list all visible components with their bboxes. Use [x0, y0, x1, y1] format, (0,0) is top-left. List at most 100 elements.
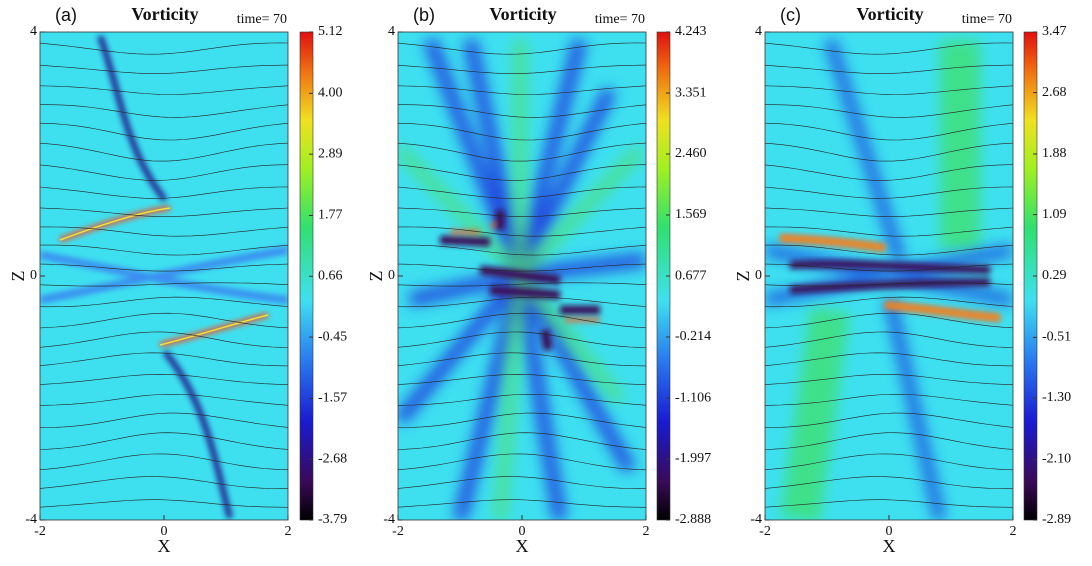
field — [40, 32, 288, 520]
colorbar-tick-label: -0.45 — [318, 329, 347, 344]
field-line — [765, 226, 1013, 237]
field-line — [40, 263, 288, 272]
x-axis-label: X — [516, 536, 529, 556]
field-line — [398, 352, 646, 367]
field-line — [765, 453, 1013, 471]
field-line — [398, 282, 646, 287]
chart-title: Vorticity — [489, 4, 556, 24]
y-tick-label: 0 — [388, 268, 395, 283]
colorbar-tick-label: -0.214 — [675, 329, 711, 344]
field-line — [398, 122, 646, 141]
field-line — [40, 394, 288, 406]
field-line — [40, 142, 288, 162]
field-line — [40, 296, 288, 308]
colorbar-tick-label: -1.57 — [318, 391, 347, 406]
field-line — [40, 312, 288, 329]
x-tick-label: -2 — [34, 524, 46, 539]
field-line — [765, 244, 1013, 256]
field-structure — [398, 37, 646, 520]
colorbar-tick-label: 5.12 — [318, 24, 343, 39]
x-tick-label: -2 — [759, 524, 771, 539]
field-structure — [59, 207, 171, 241]
time-label: time= 70 — [595, 12, 645, 27]
field-structure — [40, 246, 288, 304]
panel: -2 0 2 -4 0 4 X Z (a) Vorticity time= 70 5.12 4.00 2.… — [8, 4, 347, 556]
colorbar-tick-label: 2.89 — [318, 146, 343, 161]
field-line — [765, 312, 1013, 329]
field-structure — [789, 260, 991, 294]
field-line — [40, 186, 288, 199]
field-line — [765, 476, 1013, 489]
field-line — [765, 282, 1013, 287]
x-tick-label: 2 — [1010, 524, 1017, 539]
colorbar-tick-label: 4.00 — [318, 86, 343, 101]
colorbar-tick-label: 1.88 — [1042, 146, 1067, 161]
field-line — [765, 64, 1013, 74]
field-line — [765, 331, 1013, 348]
field-line — [398, 476, 646, 489]
y-tick-label: 4 — [30, 24, 37, 39]
colorbar-tick-label: 2.68 — [1042, 85, 1067, 100]
y-tick-label: 0 — [755, 268, 762, 283]
field-line — [398, 142, 646, 162]
colorbar-tick-label: 1.09 — [1042, 207, 1067, 222]
field-line — [398, 64, 646, 74]
colorbar-tick-label: 0.677 — [675, 268, 707, 283]
field-line — [765, 104, 1013, 118]
colorbar-tick-label: -2.10 — [1042, 452, 1071, 467]
x-tick-label: 0 — [161, 524, 168, 539]
field-line — [398, 226, 646, 237]
colorbar-tick-label: 0.66 — [318, 268, 343, 283]
colorbar-tick-label: -2.68 — [318, 451, 347, 466]
x-tick-label: 2 — [285, 524, 292, 539]
field-line — [398, 432, 646, 450]
field-line — [40, 85, 288, 95]
field-structure — [779, 237, 1001, 319]
field-line — [398, 244, 646, 256]
field-line — [40, 42, 288, 55]
field-structure — [97, 34, 168, 202]
time-label: time= 70 — [962, 12, 1012, 27]
x-axis-label: X — [158, 536, 171, 556]
field-line — [398, 312, 646, 329]
colorbar-tick-label: 3.351 — [675, 85, 707, 100]
field-line — [765, 352, 1013, 367]
y-axis-label: Z — [8, 271, 28, 282]
field-line — [765, 263, 1013, 272]
field-line — [398, 453, 646, 471]
colorbar-tick-label: -1.106 — [675, 390, 711, 405]
colorbar-tick-label: 0.29 — [1042, 268, 1067, 283]
field-line — [40, 122, 288, 141]
colorbar-tick-label: 1.569 — [675, 207, 707, 222]
field-line — [765, 85, 1013, 95]
field-structure — [780, 40, 980, 520]
chart-title: Vorticity — [856, 4, 923, 24]
field-line — [40, 64, 288, 74]
field-line — [765, 373, 1013, 385]
colorbar-tick-label: -0.51 — [1042, 330, 1071, 345]
x-tick-label: 0 — [886, 524, 893, 539]
field-line — [40, 373, 288, 385]
field-line — [398, 373, 646, 385]
field-line — [40, 453, 288, 471]
field-line — [40, 331, 288, 348]
field-line — [398, 164, 646, 181]
colorbar-tick-label: -2.888 — [675, 512, 711, 527]
panel: -2 0 2 -4 0 4 X Z (b) Vorticity time= 70 4.243 3.351… — [366, 4, 711, 556]
y-axis-label: Z — [733, 271, 753, 282]
colorbar-tick-label: -1.997 — [675, 451, 711, 466]
field — [398, 32, 646, 520]
y-tick-label: -4 — [383, 512, 395, 527]
y-axis-label: Z — [366, 271, 386, 282]
panel-label: (b) — [413, 5, 435, 25]
colorbar-tick-label: -1.30 — [1042, 390, 1071, 405]
field-line — [398, 331, 646, 348]
colorbar-tick-label: -2.89 — [1042, 512, 1071, 527]
x-tick-label: 0 — [519, 524, 526, 539]
field — [765, 32, 1013, 520]
field-line — [40, 476, 288, 489]
field-line — [765, 186, 1013, 199]
field-line — [398, 85, 646, 95]
field-line — [40, 207, 288, 217]
